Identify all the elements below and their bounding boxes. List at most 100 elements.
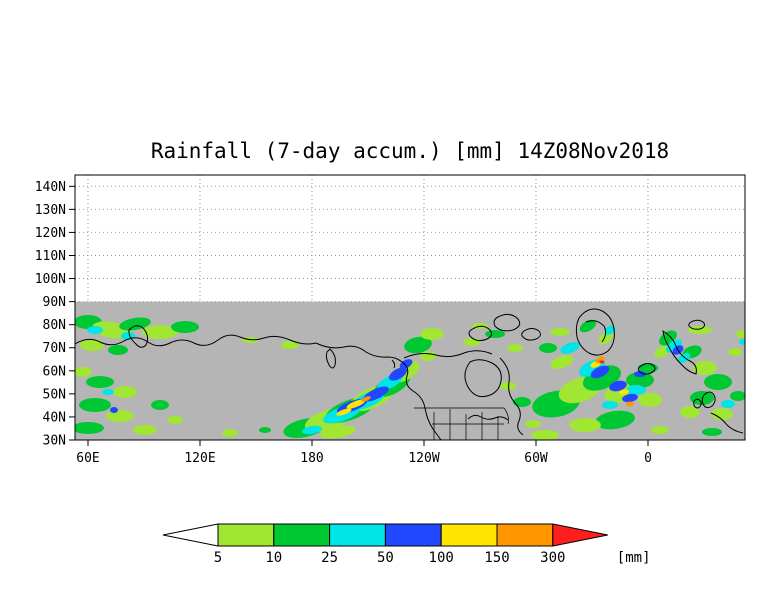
precip-patch bbox=[171, 321, 199, 333]
x-tick-label: 60W bbox=[524, 451, 548, 466]
precip-patch bbox=[167, 416, 183, 424]
precip-patch bbox=[222, 429, 238, 437]
precip-patch bbox=[539, 343, 557, 353]
y-tick-label: 70N bbox=[43, 341, 66, 356]
precip-patch bbox=[87, 326, 103, 334]
coastline-path bbox=[701, 391, 716, 409]
precip-patch bbox=[579, 319, 597, 333]
precip-patch bbox=[133, 425, 157, 435]
coastline-path bbox=[315, 342, 403, 363]
precip-patch bbox=[404, 336, 432, 354]
coastline-path bbox=[585, 320, 607, 343]
precip-patch bbox=[102, 389, 114, 395]
coastline-path bbox=[75, 334, 317, 347]
precip-patch bbox=[142, 325, 178, 339]
colorbar-tick-label: 50 bbox=[377, 550, 394, 566]
coastline-path bbox=[637, 363, 656, 375]
precip-patch bbox=[500, 382, 516, 390]
coastline-path bbox=[464, 359, 502, 398]
coastline-path bbox=[467, 414, 509, 421]
precip-patch bbox=[302, 425, 322, 435]
precip-patch bbox=[638, 393, 662, 407]
coastline-path bbox=[468, 325, 493, 342]
precip-patch bbox=[736, 330, 745, 338]
precip-patch bbox=[485, 330, 505, 338]
precip-patch bbox=[604, 325, 616, 335]
y-tick-label: 50N bbox=[43, 387, 66, 402]
precip-patch bbox=[626, 385, 646, 395]
precip-patch bbox=[119, 317, 151, 331]
y-tick-label: 130N bbox=[35, 203, 66, 218]
precip-patch bbox=[86, 376, 114, 388]
plot-frame bbox=[74, 174, 746, 441]
precip-patch bbox=[106, 410, 134, 422]
colorbar-tick-label: 10 bbox=[265, 550, 282, 566]
border-path bbox=[414, 407, 509, 440]
precip-patch bbox=[619, 389, 629, 395]
x-tick-label: 120W bbox=[408, 451, 439, 466]
y-tick-label: 60N bbox=[43, 364, 66, 379]
precip-patch bbox=[702, 428, 722, 436]
precip-patch bbox=[730, 391, 745, 401]
precip-patch bbox=[693, 361, 717, 375]
coastline-path bbox=[391, 359, 396, 369]
colorbar-segment bbox=[496, 523, 554, 547]
colorbar-tick-label: 150 bbox=[484, 550, 509, 566]
coastline-path bbox=[499, 357, 524, 436]
colorbar-tick-label: 5 bbox=[214, 550, 222, 566]
coastline-path bbox=[710, 412, 744, 434]
precip-patch bbox=[677, 353, 691, 363]
precip-patch bbox=[108, 345, 128, 355]
colorbar bbox=[162, 523, 608, 547]
y-tick-label: 40N bbox=[43, 410, 66, 425]
x-tick-label: 60E bbox=[76, 451, 99, 466]
precip-patch bbox=[420, 328, 444, 340]
precip-patch bbox=[634, 371, 646, 377]
x-tick-label: 0 bbox=[644, 451, 652, 466]
coastline-path bbox=[128, 325, 149, 348]
y-tick-label: 90N bbox=[43, 295, 66, 310]
precip-patch bbox=[595, 410, 635, 430]
colorbar-tick-label: 300 bbox=[540, 550, 565, 566]
precip-patch bbox=[651, 426, 669, 434]
precip-patch bbox=[739, 339, 745, 345]
colorbar-tick-label: 25 bbox=[321, 550, 338, 566]
precip-patch bbox=[680, 406, 700, 418]
precip-patch bbox=[626, 401, 634, 407]
precip-patch bbox=[626, 372, 654, 388]
y-tick-label: 80N bbox=[43, 318, 66, 333]
coastline-path bbox=[521, 328, 541, 341]
colorbar-arrow-right bbox=[552, 523, 608, 547]
precip-patch bbox=[80, 339, 104, 351]
y-tick-label: 120N bbox=[35, 226, 66, 241]
coastline-path bbox=[575, 308, 615, 356]
colorbar-segment bbox=[273, 523, 331, 547]
precip-patch bbox=[550, 328, 570, 336]
precip-patch bbox=[560, 342, 580, 354]
precip-patch bbox=[320, 425, 356, 439]
precip-patch bbox=[151, 400, 169, 410]
x-tick-label: 180 bbox=[300, 451, 323, 466]
colorbar-segment bbox=[329, 523, 386, 547]
precip-patch bbox=[599, 360, 605, 364]
colorbar-segment bbox=[384, 523, 442, 547]
coastlines bbox=[75, 308, 744, 441]
precip-patch bbox=[711, 408, 733, 420]
colorbar-arrow-left bbox=[162, 523, 219, 547]
precip-patch bbox=[507, 344, 523, 352]
precip-patch bbox=[113, 386, 137, 398]
y-tick-label: 30N bbox=[43, 434, 66, 449]
precip-patch bbox=[721, 400, 735, 408]
precip-patch bbox=[110, 407, 118, 413]
coastline-path bbox=[693, 398, 702, 409]
precip-patch bbox=[281, 341, 299, 349]
precip-patch bbox=[654, 346, 670, 358]
y-tick-label: 110N bbox=[35, 249, 66, 264]
precip-patch bbox=[550, 355, 574, 369]
chart-title: Rainfall (7-day accum.) [mm] 14Z08Nov201… bbox=[151, 139, 669, 163]
coastline-path bbox=[688, 319, 705, 330]
coastline-path bbox=[493, 313, 521, 332]
coastline-path bbox=[325, 348, 336, 369]
